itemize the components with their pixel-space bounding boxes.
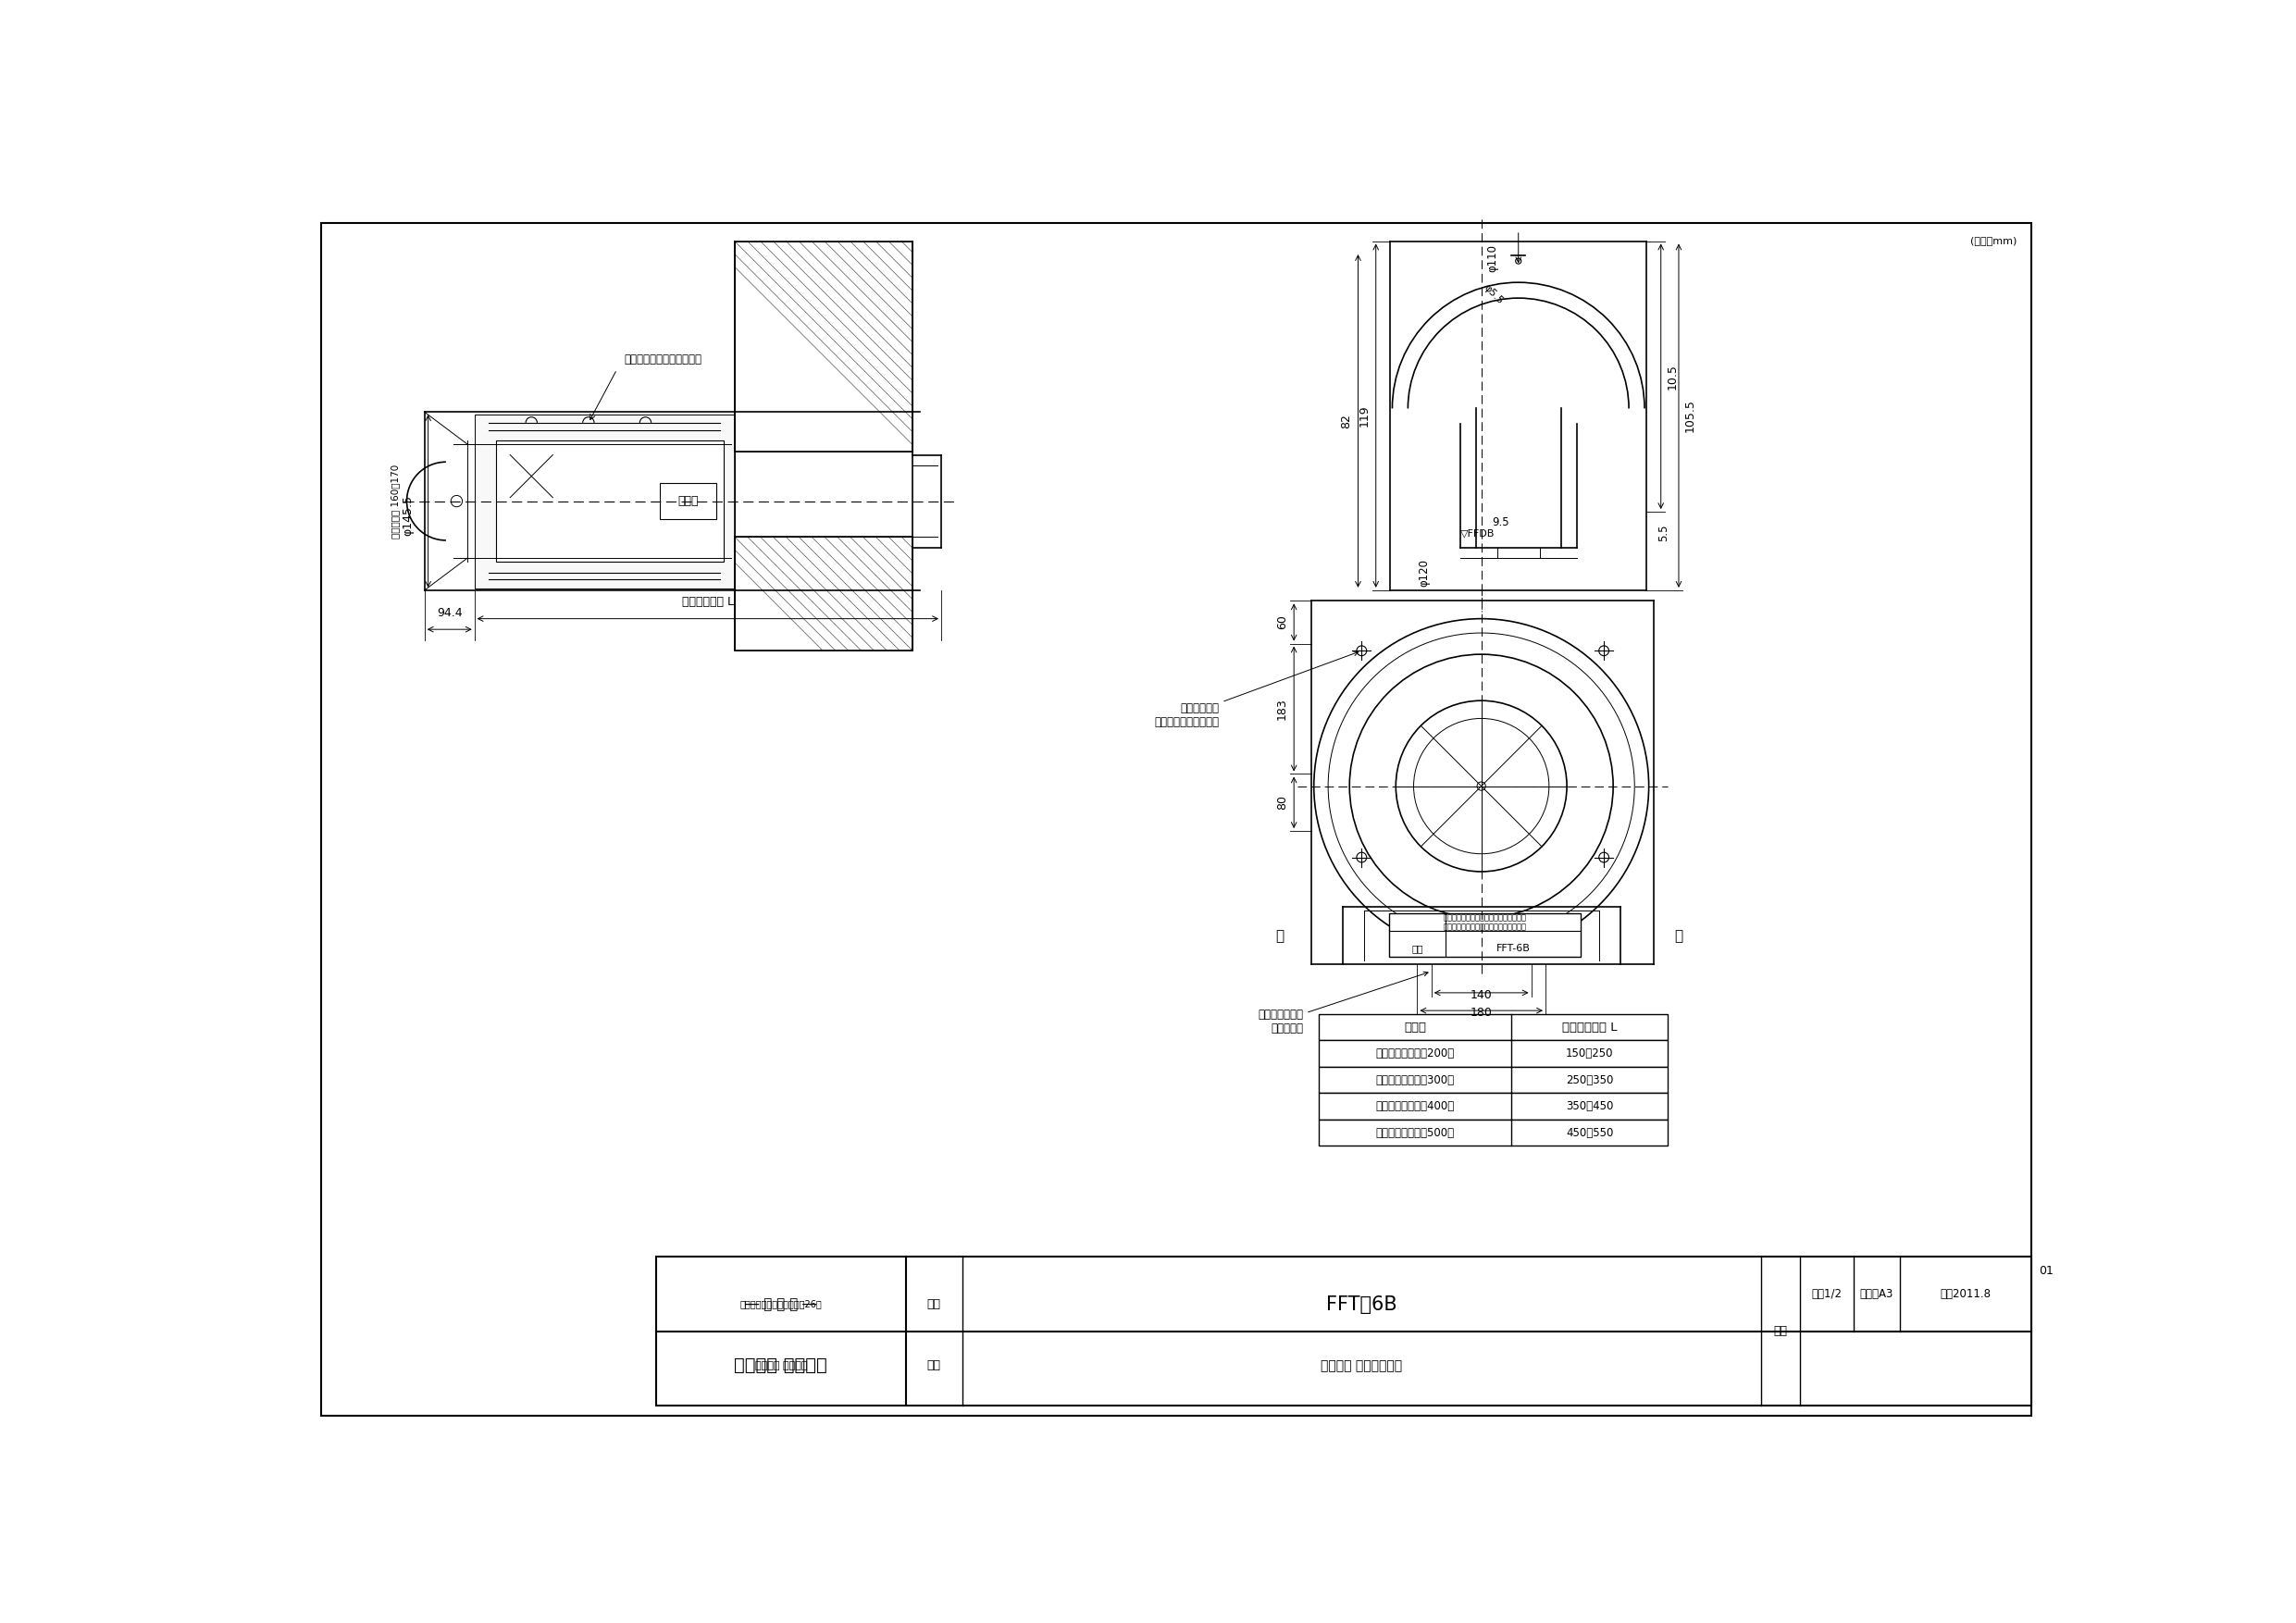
Text: 図番: 図番 — [1773, 1324, 1786, 1337]
Text: 型式: 型式 — [928, 1298, 941, 1310]
Text: 10.5: 10.5 — [1667, 364, 1678, 390]
Text: 名　称: 名 称 — [1403, 1021, 1426, 1034]
Text: 183: 183 — [1277, 698, 1288, 721]
Text: 5.5: 5.5 — [1658, 524, 1669, 542]
Text: FFT－6B: FFT－6B — [1327, 1295, 1396, 1313]
Text: 9.5: 9.5 — [1492, 516, 1508, 529]
Text: 後方直出しトップ200型: 後方直出しトップ200型 — [1375, 1048, 1453, 1060]
Text: 105.5: 105.5 — [1685, 399, 1697, 432]
Text: 119: 119 — [1359, 404, 1371, 427]
Bar — [735, 537, 914, 651]
Text: この給排気筒トップは機器本体に適用の
表示があるものにのみご利用ください。: この給排気筒トップは機器本体に適用の 表示があるものにのみご利用ください。 — [1444, 914, 1527, 932]
Text: (単位：mm): (単位：mm) — [1970, 235, 2018, 245]
Text: φ120: φ120 — [1419, 558, 1430, 586]
Bar — [475, 414, 735, 588]
Text: 機器側: 機器側 — [677, 495, 698, 506]
Bar — [1318, 1066, 1667, 1094]
Text: トップ取付穴
（機器との取り付け）: トップ取付穴 （機器との取り付け） — [1155, 651, 1359, 727]
Text: ▽FFDB: ▽FFDB — [1460, 529, 1495, 537]
Text: 名古屋市中川区福住町２番26号: 名古屋市中川区福住町２番26号 — [739, 1300, 822, 1308]
Text: φ145.5: φ145.5 — [402, 495, 413, 536]
Bar — [735, 242, 914, 451]
Bar — [659, 484, 716, 519]
Text: 右: 右 — [1674, 928, 1683, 943]
Bar — [1318, 1040, 1667, 1066]
Text: 品名: 品名 — [1412, 945, 1424, 953]
Text: 後方直出しトップ500型: 後方直出しトップ500型 — [1375, 1126, 1453, 1139]
Text: 350～450: 350～450 — [1566, 1100, 1614, 1112]
Text: 壁穴あけ法 160～170: 壁穴あけ法 160～170 — [390, 464, 400, 539]
Text: 壁厚調整範囲 L: 壁厚調整範囲 L — [1561, 1021, 1616, 1034]
Text: 壁厚調整範囲 L: 壁厚調整範囲 L — [682, 596, 735, 609]
Text: 80: 80 — [1277, 795, 1288, 810]
Bar — [657, 1256, 2032, 1406]
Text: 尺度1/2: 尺度1/2 — [1812, 1287, 1841, 1300]
Bar — [496, 440, 723, 562]
Text: φ110: φ110 — [1488, 245, 1499, 273]
Text: 後方直出しトップ400型: 後方直出しトップ400型 — [1375, 1100, 1453, 1112]
Bar — [1389, 914, 1582, 958]
Text: φ5.5: φ5.5 — [1481, 282, 1504, 307]
Text: 60: 60 — [1277, 615, 1288, 630]
Text: 150～250: 150～250 — [1566, 1048, 1614, 1060]
Text: サイズA3: サイズA3 — [1860, 1287, 1894, 1300]
Text: 180: 180 — [1469, 1008, 1492, 1019]
Bar — [1318, 1120, 1667, 1146]
Text: 450～550: 450～550 — [1566, 1126, 1614, 1139]
Text: 後方排用 給排気トップ: 後方排用 給排気トップ — [1320, 1358, 1403, 1371]
Bar — [1318, 1014, 1667, 1040]
Text: スリーブ取付穴
（４ケ所）: スリーブ取付穴 （４ケ所） — [1258, 972, 1428, 1034]
Text: リンナイ 株式会社: リンナイ 株式会社 — [755, 1362, 806, 1370]
Bar — [1318, 1094, 1667, 1120]
Text: 250～350: 250～350 — [1566, 1074, 1614, 1086]
Text: 作成2011.8: 作成2011.8 — [1940, 1287, 1991, 1300]
Text: 機器取り付け位置出し金具: 機器取り付け位置出し金具 — [625, 354, 703, 365]
Text: 01: 01 — [2039, 1264, 2053, 1277]
Text: FFT-6B: FFT-6B — [1497, 945, 1531, 953]
Text: 後方直出しトップ300型: 後方直出しトップ300型 — [1375, 1074, 1453, 1086]
Text: 94.4: 94.4 — [436, 607, 461, 618]
Text: 名称: 名称 — [928, 1360, 941, 1371]
Text: ― 外 観 図 ―: ― 外 観 図 ― — [746, 1297, 817, 1311]
Text: 140: 140 — [1469, 990, 1492, 1001]
Text: 左: 左 — [1277, 928, 1283, 943]
Text: リンナイ 住宅機器: リンナイ 住宅機器 — [735, 1357, 827, 1375]
Text: 82: 82 — [1341, 414, 1352, 428]
